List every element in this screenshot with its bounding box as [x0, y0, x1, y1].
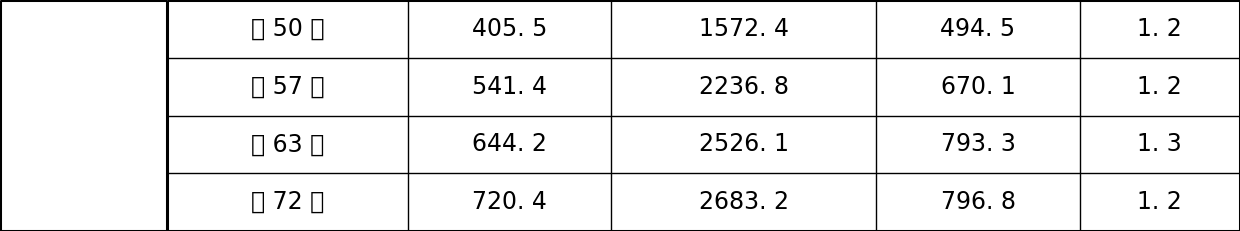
Text: 2236. 8: 2236. 8: [699, 75, 789, 99]
Text: 2683. 2: 2683. 2: [699, 190, 789, 214]
Text: 670. 1: 670. 1: [941, 75, 1016, 99]
Text: 第 57 天: 第 57 天: [250, 75, 325, 99]
Text: 1. 2: 1. 2: [1137, 17, 1182, 41]
Text: 644. 2: 644. 2: [472, 132, 547, 156]
Text: 796. 8: 796. 8: [940, 190, 1016, 214]
Text: 541. 4: 541. 4: [472, 75, 547, 99]
Text: 405. 5: 405. 5: [472, 17, 547, 41]
Text: 720. 4: 720. 4: [472, 190, 547, 214]
Text: 1572. 4: 1572. 4: [699, 17, 789, 41]
Text: 1. 2: 1. 2: [1137, 190, 1182, 214]
Text: 第 72 天: 第 72 天: [250, 190, 324, 214]
Text: 494. 5: 494. 5: [940, 17, 1016, 41]
Text: 第 50 天: 第 50 天: [250, 17, 325, 41]
Text: 1. 3: 1. 3: [1137, 132, 1182, 156]
Text: 793. 3: 793. 3: [941, 132, 1016, 156]
Text: 1. 2: 1. 2: [1137, 75, 1182, 99]
Text: 2526. 1: 2526. 1: [699, 132, 789, 156]
Text: 第 63 天: 第 63 天: [250, 132, 324, 156]
